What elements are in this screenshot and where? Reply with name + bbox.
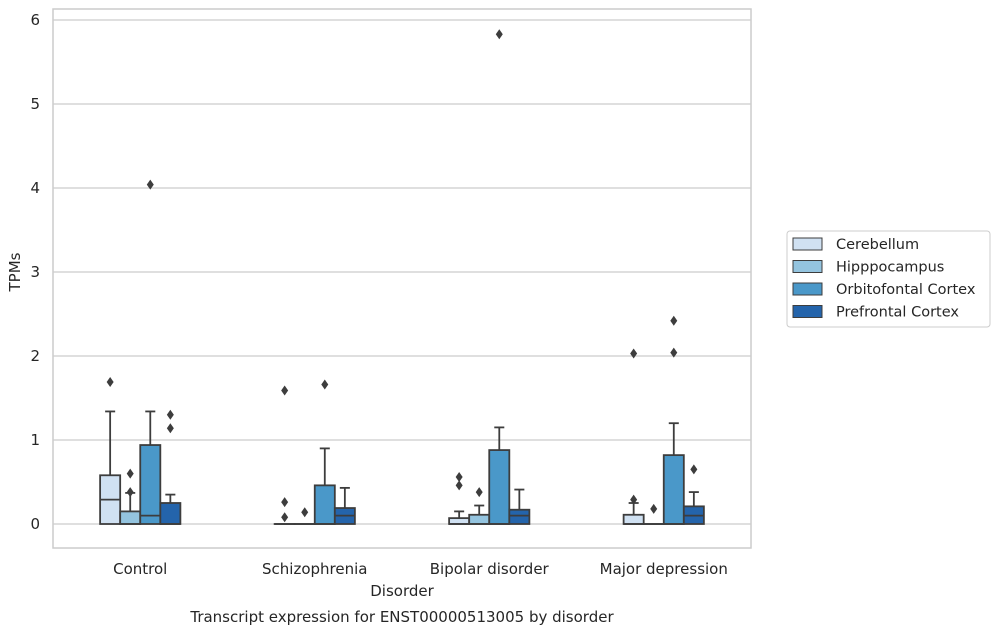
legend-swatch: [793, 283, 822, 295]
outlier-point: [167, 423, 174, 433]
box-prefrontal-cortex: [335, 488, 355, 524]
outlier-point: [281, 497, 288, 507]
box-body: [315, 485, 335, 524]
outlier-point: [107, 377, 114, 387]
axis-layer: 0 1 2 3 4 5 6 Control Schizophrenia Bipolar disor…: [30, 9, 751, 578]
box-cerebellum: [624, 348, 644, 524]
outlier-point: [456, 480, 463, 490]
legend-label: Orbitofontal Cortex: [836, 282, 976, 298]
legend: Cerebellum Hipppocampus Orbitofontal Corte…: [787, 231, 990, 327]
y-tick-label: 4: [30, 179, 40, 197]
y-tick-label: 2: [30, 347, 40, 365]
outlier-point: [650, 504, 657, 514]
x-tick-label: Major depression: [600, 560, 728, 578]
box-body: [120, 511, 140, 524]
legend-swatch: [793, 306, 822, 318]
y-tick-label: 5: [30, 95, 40, 113]
box-body: [469, 515, 489, 524]
y-tick-label: 0: [30, 515, 40, 533]
box-hipppocampus: [644, 504, 664, 524]
box-hipppocampus: [295, 507, 315, 524]
box-body: [160, 503, 180, 524]
y-tick-label: 3: [30, 263, 40, 281]
box-body: [624, 515, 644, 524]
y-tick-label: 1: [30, 431, 40, 449]
outlier-point: [630, 348, 637, 358]
y-axis-title: TPMs: [6, 252, 24, 292]
legend-label: Cerebellum: [836, 237, 919, 253]
box-body: [140, 445, 160, 524]
chart-title: Transcript expression for ENST0000051300…: [189, 608, 614, 626]
y-tick-label: 6: [30, 11, 40, 29]
legend-swatch: [793, 261, 822, 273]
outlier-point: [670, 316, 677, 326]
box-body: [489, 450, 509, 524]
box-cerebellum: [275, 385, 295, 524]
x-tick-label: Control: [113, 560, 167, 578]
outlier-point: [167, 410, 174, 420]
outlier-point: [301, 507, 308, 517]
box-cerebellum: [449, 472, 469, 524]
outlier-point: [127, 487, 134, 497]
box-body: [509, 510, 529, 524]
outlier-point: [321, 380, 328, 390]
outlier-point: [281, 512, 288, 522]
box-hipppocampus: [469, 487, 489, 524]
legend-swatch: [793, 238, 822, 250]
box-orbitofontal-cortex: [315, 380, 335, 524]
x-tick-label: Schizophrenia: [262, 560, 367, 578]
outlier-point: [476, 487, 483, 497]
outlier-point: [127, 469, 134, 479]
box-hipppocampus: [120, 469, 140, 524]
outlier-point: [281, 385, 288, 395]
box-orbitofontal-cortex: [140, 180, 160, 524]
legend-label: Prefrontal Cortex: [836, 305, 959, 321]
box-body: [664, 455, 684, 524]
legend-label: Hipppocampus: [836, 260, 944, 276]
box-prefrontal-cortex: [509, 490, 529, 524]
box-cerebellum: [100, 377, 120, 524]
box-prefrontal-cortex: [160, 410, 180, 524]
outlier-point: [690, 464, 697, 474]
box-prefrontal-cortex: [684, 464, 704, 524]
x-tick-label: Bipolar disorder: [430, 560, 550, 578]
box-orbitofontal-cortex: [664, 316, 684, 524]
outlier-point: [496, 29, 503, 39]
x-axis-title: Disorder: [370, 582, 434, 600]
